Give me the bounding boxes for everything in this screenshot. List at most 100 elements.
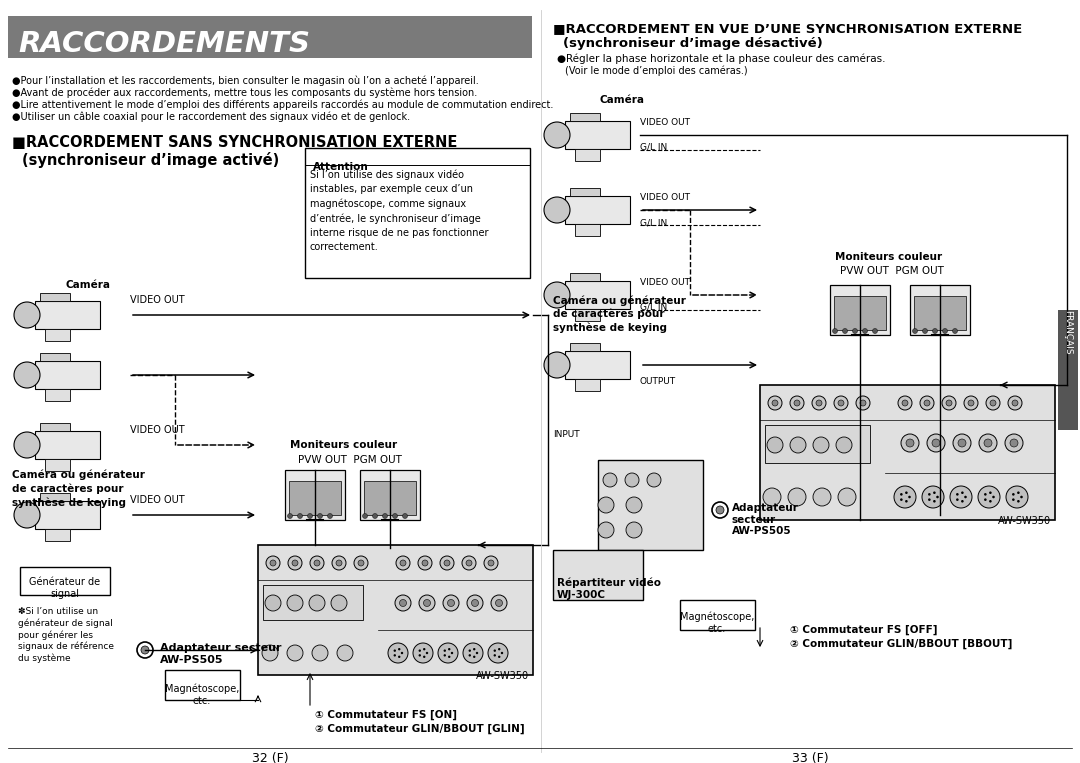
Circle shape xyxy=(842,329,848,333)
Circle shape xyxy=(312,645,328,661)
Bar xyxy=(258,545,534,675)
Circle shape xyxy=(265,595,281,611)
Circle shape xyxy=(14,362,40,388)
Circle shape xyxy=(989,491,991,494)
Circle shape xyxy=(958,439,966,447)
Circle shape xyxy=(964,496,967,498)
Text: VIDEO OUT: VIDEO OUT xyxy=(130,495,185,505)
Bar xyxy=(35,361,100,389)
Text: Moniteurs couleur: Moniteurs couleur xyxy=(835,252,942,262)
Circle shape xyxy=(287,595,303,611)
Bar xyxy=(565,281,630,309)
Circle shape xyxy=(978,486,1000,508)
Circle shape xyxy=(494,649,496,652)
Circle shape xyxy=(956,493,959,496)
Circle shape xyxy=(330,595,347,611)
Circle shape xyxy=(419,649,421,652)
Circle shape xyxy=(873,329,877,333)
Circle shape xyxy=(986,396,1000,410)
Circle shape xyxy=(978,434,997,452)
Text: Caméra ou générateur
de caractères pour
synthèse de keying: Caméra ou générateur de caractères pour … xyxy=(553,295,686,333)
Circle shape xyxy=(314,560,320,566)
Circle shape xyxy=(438,643,458,663)
Text: ●Avant de procéder aux raccordements, mettre tous les composants du système hors: ●Avant de procéder aux raccordements, me… xyxy=(12,88,477,98)
Text: RACCORDEMENTS: RACCORDEMENTS xyxy=(18,30,310,58)
Circle shape xyxy=(498,655,500,658)
Circle shape xyxy=(932,329,937,333)
Bar xyxy=(553,550,643,600)
Bar xyxy=(40,423,70,431)
Circle shape xyxy=(772,400,778,406)
Text: ① Commutateur FS [OFF]: ① Commutateur FS [OFF] xyxy=(789,625,937,636)
Bar xyxy=(565,121,630,149)
Circle shape xyxy=(1005,486,1028,508)
Circle shape xyxy=(767,437,783,453)
Circle shape xyxy=(984,493,987,496)
Circle shape xyxy=(288,556,302,570)
Bar xyxy=(35,431,100,459)
Circle shape xyxy=(318,513,323,519)
Circle shape xyxy=(913,329,918,333)
Circle shape xyxy=(354,556,368,570)
Circle shape xyxy=(932,439,940,447)
Bar xyxy=(570,113,600,121)
Circle shape xyxy=(922,329,928,333)
Bar xyxy=(264,585,363,620)
Text: ●Utiliser un câble coaxial pour le raccordement des signaux vidéo et de genlock.: ●Utiliser un câble coaxial pour le racco… xyxy=(12,112,410,123)
Bar xyxy=(40,493,70,501)
Bar xyxy=(575,149,600,161)
Circle shape xyxy=(789,437,806,453)
Text: Caméra: Caméra xyxy=(65,280,110,290)
Circle shape xyxy=(399,655,401,658)
Circle shape xyxy=(297,513,302,519)
Text: VIDEO OUT: VIDEO OUT xyxy=(640,193,690,202)
Text: Attention: Attention xyxy=(313,162,368,172)
Circle shape xyxy=(1017,491,1020,494)
Circle shape xyxy=(1005,434,1023,452)
Bar xyxy=(565,351,630,379)
Circle shape xyxy=(953,329,958,333)
Text: Caméra ou générateur
de caractères pour
synthèse de keying: Caméra ou générateur de caractères pour … xyxy=(12,470,145,508)
Circle shape xyxy=(968,400,974,406)
Circle shape xyxy=(953,434,971,452)
Circle shape xyxy=(426,652,428,654)
Circle shape xyxy=(287,513,293,519)
Text: 32 (F): 32 (F) xyxy=(252,752,288,763)
Bar xyxy=(831,285,890,335)
Circle shape xyxy=(484,556,498,570)
Circle shape xyxy=(956,498,959,501)
Circle shape xyxy=(544,197,570,223)
Circle shape xyxy=(491,595,507,611)
Bar xyxy=(45,529,70,541)
Circle shape xyxy=(395,595,411,611)
Bar xyxy=(760,385,1055,520)
Circle shape xyxy=(647,473,661,487)
Circle shape xyxy=(467,595,483,611)
Circle shape xyxy=(472,600,478,607)
Bar xyxy=(834,296,886,330)
Circle shape xyxy=(920,396,934,410)
Text: 33 (F): 33 (F) xyxy=(792,752,828,763)
Circle shape xyxy=(262,645,278,661)
Circle shape xyxy=(137,642,153,658)
Circle shape xyxy=(950,486,972,508)
Circle shape xyxy=(422,560,428,566)
Circle shape xyxy=(905,491,907,494)
Circle shape xyxy=(501,652,503,654)
Text: VIDEO OUT: VIDEO OUT xyxy=(130,295,185,305)
Circle shape xyxy=(1008,396,1022,410)
Circle shape xyxy=(444,654,446,656)
Bar xyxy=(598,460,703,550)
Circle shape xyxy=(396,556,410,570)
Circle shape xyxy=(399,648,401,650)
Text: Générateur de
signal: Générateur de signal xyxy=(29,577,100,600)
Text: Adaptateur
secteur
AW-PS505: Adaptateur secteur AW-PS505 xyxy=(732,503,799,536)
Circle shape xyxy=(363,513,367,519)
Circle shape xyxy=(469,654,471,656)
Text: VIDEO OUT: VIDEO OUT xyxy=(640,118,690,127)
Circle shape xyxy=(14,502,40,528)
Circle shape xyxy=(450,652,454,654)
Circle shape xyxy=(496,600,502,607)
Circle shape xyxy=(961,491,963,494)
Circle shape xyxy=(990,400,996,406)
